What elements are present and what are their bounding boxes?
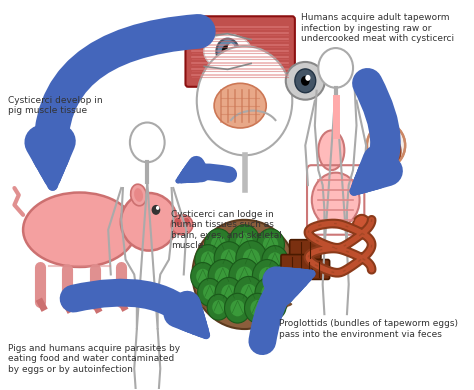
Text: Cysticerci develop in
pig muscle tissue: Cysticerci develop in pig muscle tissue [9,96,103,115]
Text: Humans acquire adult tapeworm
infection by ingesting raw or
undercooked meat wit: Humans acquire adult tapeworm infection … [301,13,454,43]
Ellipse shape [199,285,290,297]
Circle shape [196,269,210,284]
Circle shape [221,44,234,58]
Circle shape [261,285,276,302]
Circle shape [241,284,257,303]
Ellipse shape [210,259,279,271]
Circle shape [272,278,295,304]
Circle shape [214,242,244,275]
Circle shape [255,277,283,309]
Text: Proglottids (bundles of tapeworm eggs)
pass into the environment via feces: Proglottids (bundles of tapeworm eggs) p… [279,319,458,339]
Circle shape [229,259,260,294]
Circle shape [295,69,316,93]
Circle shape [301,76,310,86]
Circle shape [212,300,225,314]
Circle shape [228,44,235,51]
Ellipse shape [380,136,401,166]
Circle shape [201,251,215,268]
FancyBboxPatch shape [290,240,321,259]
Circle shape [243,249,260,268]
Circle shape [268,252,282,269]
Circle shape [183,218,190,226]
Ellipse shape [203,273,286,284]
FancyBboxPatch shape [298,259,329,279]
Ellipse shape [286,62,325,100]
Ellipse shape [204,34,252,69]
Ellipse shape [131,184,146,206]
Circle shape [207,294,230,320]
Circle shape [353,215,370,235]
Circle shape [174,218,181,226]
Circle shape [264,293,286,319]
Circle shape [259,267,275,286]
Ellipse shape [134,188,143,202]
Circle shape [263,236,278,254]
Circle shape [152,205,160,215]
Circle shape [215,277,243,309]
Circle shape [211,236,226,254]
Circle shape [216,39,239,64]
Circle shape [273,264,298,291]
Circle shape [156,206,159,210]
Ellipse shape [214,83,266,128]
Circle shape [225,293,251,323]
Circle shape [205,229,232,261]
Circle shape [236,233,253,252]
Circle shape [221,249,237,268]
FancyBboxPatch shape [185,16,295,87]
Circle shape [277,284,290,298]
Circle shape [195,245,221,275]
Ellipse shape [219,246,271,259]
Circle shape [305,75,310,81]
Ellipse shape [23,193,136,267]
Circle shape [203,285,217,300]
Circle shape [250,300,264,316]
Circle shape [221,285,237,302]
Ellipse shape [192,220,297,329]
Circle shape [229,225,260,261]
Text: Pigs and humans acquire parasites by
eating food and water contaminated
by eggs : Pigs and humans acquire parasites by eat… [9,344,181,374]
Circle shape [279,270,292,285]
Circle shape [230,300,245,316]
Text: Cysticerci can lodge in
human tissues such as
brain, eyes, and skeletal
muscle: Cysticerci can lodge in human tissues su… [171,210,282,250]
Circle shape [236,267,253,286]
Ellipse shape [171,215,193,235]
Circle shape [245,293,271,323]
Circle shape [215,267,231,286]
Circle shape [198,278,222,306]
Ellipse shape [312,173,360,227]
Ellipse shape [121,193,177,251]
Circle shape [262,246,288,275]
FancyBboxPatch shape [281,255,312,275]
Circle shape [197,46,292,155]
Circle shape [208,259,237,293]
Circle shape [191,262,215,290]
Circle shape [252,259,282,293]
Ellipse shape [319,131,345,170]
Circle shape [367,124,405,167]
Circle shape [256,229,284,261]
Circle shape [319,48,353,88]
Ellipse shape [197,298,292,310]
Circle shape [236,241,267,277]
Circle shape [130,122,164,162]
Ellipse shape [227,234,262,246]
Circle shape [269,299,281,313]
Circle shape [234,277,264,310]
